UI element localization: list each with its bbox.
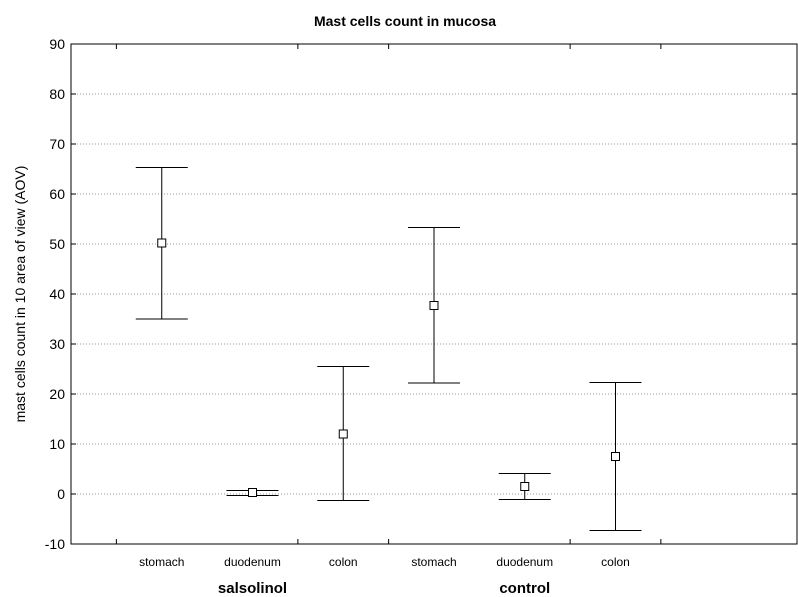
y-tick-label: 60 [49,186,65,202]
x-axis-ticks [115,44,662,544]
mean-marker [611,452,620,461]
mean-marker [338,429,348,439]
chart-title: Mast cells count in mucosa [314,13,496,29]
x-category-labels: stomach duodenum colon stomach duodenum colon [139,555,630,569]
y-tick-label: 70 [49,136,65,152]
x-category-label: duodenum [496,555,553,569]
y-tick-label: -10 [45,536,65,552]
y-tick-label: 30 [49,336,65,352]
y-tick-label: 0 [57,486,65,502]
x-category-label: stomach [139,555,184,569]
error-bar-salsolinol-duodenum [226,488,279,497]
y-tick-label: 40 [49,286,65,302]
error-bar-salsolinol-stomach [135,167,188,320]
x-group-label: control [499,580,550,597]
x-category-label: colon [329,555,358,569]
y-tick-label: 90 [49,36,65,52]
y-tick-label: 20 [49,386,65,402]
error-bars [135,167,642,531]
y-axis-label: mast cells count in 10 area of view (AOV… [12,166,28,423]
x-category-label: duodenum [224,555,281,569]
y-tick-label: 50 [49,236,65,252]
error-bar-control-colon [589,382,642,531]
x-group-labels: salsolinol control [218,580,550,597]
x-category-label: stomach [411,555,456,569]
error-bar-control-stomach [408,227,460,384]
mean-marker [157,238,167,248]
x-category-label: colon [601,555,630,569]
mean-marker [248,488,257,497]
error-bar-salsolinol-colon [317,366,370,501]
mean-marker [429,301,439,310]
y-tick-label: 80 [49,86,65,102]
x-group-label: salsolinol [218,580,287,597]
y-axis-ticks: -10 0 10 20 30 40 50 60 70 80 90 [45,36,797,552]
error-bar-control-duodenum [498,473,551,500]
y-tick-label: 10 [49,436,65,452]
mean-marker [520,482,530,491]
